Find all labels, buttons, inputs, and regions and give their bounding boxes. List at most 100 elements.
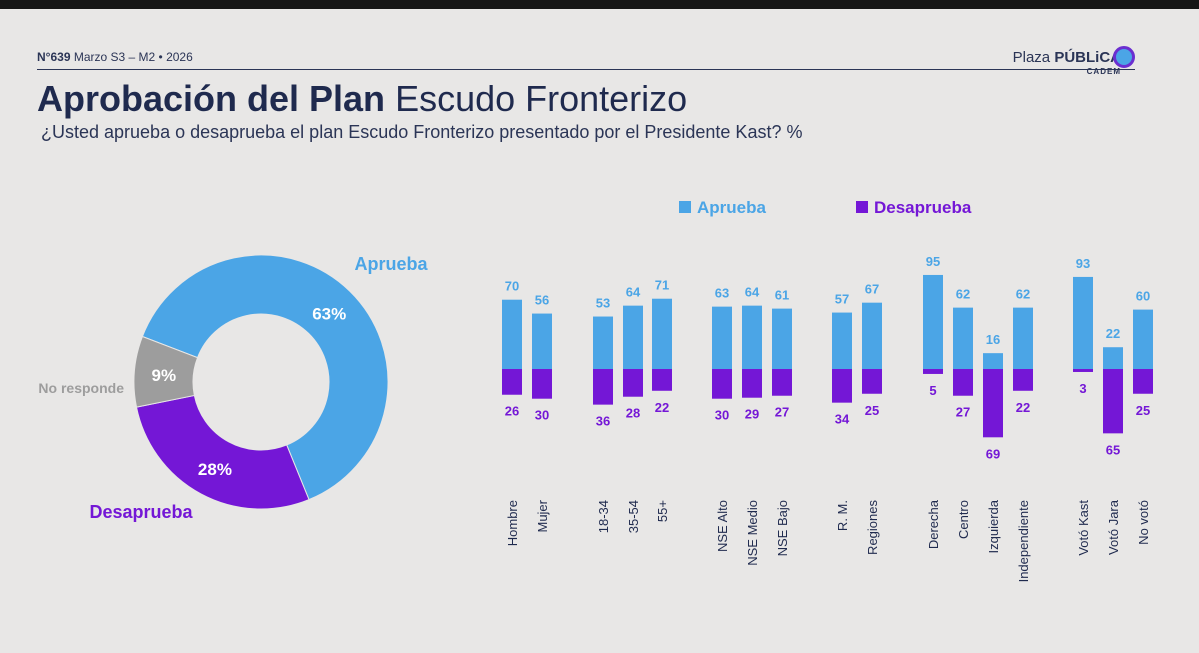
page-title: Aprobación del Plan Escudo Fronterizo: [37, 78, 687, 120]
value-label-desaprueba: 69: [986, 446, 1000, 461]
value-label-aprueba: 60: [1136, 289, 1150, 304]
title-light: Escudo Fronterizo: [395, 78, 688, 119]
value-label-aprueba: 95: [926, 254, 940, 269]
category-label: Derecha: [926, 499, 941, 549]
bar-desaprueba: [953, 369, 973, 396]
legend-label-aprueba: Aprueba: [697, 198, 767, 217]
category-label: Votó Kast: [1076, 500, 1091, 556]
bar-desaprueba: [923, 369, 943, 374]
bar-desaprueba: [742, 369, 762, 398]
category-label: NSE Alto: [715, 500, 730, 552]
value-label-aprueba: 22: [1106, 326, 1120, 341]
bar-aprueba: [1013, 307, 1033, 369]
donut-slice-no-responde: [133, 335, 199, 408]
value-label-desaprueba: 65: [1106, 442, 1120, 457]
page-subtitle: ¿Usted aprueba o desaprueba el plan Escu…: [41, 122, 803, 142]
value-label-desaprueba: 27: [775, 405, 789, 420]
value-label-aprueba: 62: [956, 287, 970, 302]
category-label: NSE Bajo: [775, 500, 790, 556]
bar-desaprueba: [772, 369, 792, 396]
bar-desaprueba: [1073, 369, 1093, 372]
bar-desaprueba: [652, 369, 672, 391]
donut-value-no-responde: 9%: [152, 366, 177, 385]
value-label-desaprueba: 27: [956, 405, 970, 420]
value-label-desaprueba: 22: [655, 400, 669, 415]
bar-desaprueba: [832, 369, 852, 403]
value-label-desaprueba: 25: [1136, 403, 1150, 418]
legend-swatch-aprueba: [679, 201, 691, 213]
bar-desaprueba: [983, 369, 1003, 438]
category-label: Mujer: [535, 499, 550, 532]
donut-label-desaprueba: Desaprueba: [89, 502, 193, 522]
legend-swatch-desaprueba: [856, 201, 868, 213]
value-label-aprueba: 61: [775, 288, 789, 303]
bar-desaprueba: [623, 369, 643, 397]
bar-desaprueba: [593, 369, 613, 405]
category-label: R. M.: [835, 500, 850, 531]
value-label-desaprueba: 29: [745, 407, 759, 422]
brand-logo-icon: [1113, 46, 1135, 68]
report-number: N°639: [37, 50, 71, 64]
value-label-aprueba: 16: [986, 332, 1000, 347]
bar-aprueba: [1103, 347, 1123, 369]
legend-label-desaprueba: Desaprueba: [874, 198, 972, 217]
bar-aprueba: [623, 305, 643, 369]
bar-aprueba: [652, 298, 672, 369]
bar-aprueba: [1133, 309, 1153, 369]
value-label-aprueba: 71: [655, 278, 669, 293]
category-label: Hombre: [505, 500, 520, 546]
bar-aprueba: [532, 313, 552, 369]
donut-label-aprueba: Aprueba: [354, 254, 428, 274]
value-label-desaprueba: 25: [865, 403, 879, 418]
donut-slice-aprueba: [141, 254, 389, 501]
bar-aprueba: [1073, 276, 1093, 369]
bar-aprueba: [593, 316, 613, 369]
donut-label-no-responde: No responde: [38, 380, 124, 396]
bar-aprueba: [502, 299, 522, 369]
value-label-aprueba: 93: [1076, 256, 1090, 271]
value-label-aprueba: 63: [715, 286, 729, 301]
category-label: NSE Medio: [745, 500, 760, 566]
category-label: Independiente: [1016, 500, 1031, 582]
value-label-desaprueba: 22: [1016, 400, 1030, 415]
report-period: Marzo S3 – M2 • 2026: [73, 50, 193, 64]
header-divider: [37, 69, 1135, 70]
value-label-aprueba: 64: [745, 285, 760, 300]
donut-value-desaprueba: 28%: [198, 460, 232, 479]
category-label: Izquierda: [986, 499, 1001, 553]
bar-desaprueba: [862, 369, 882, 394]
bar-aprueba: [862, 302, 882, 369]
value-label-desaprueba: 3: [1079, 381, 1086, 396]
title-bold: Aprobación del Plan: [37, 78, 386, 119]
bar-aprueba: [832, 312, 852, 369]
brand-light: Plaza: [1012, 49, 1051, 66]
bar-desaprueba: [1133, 369, 1153, 394]
category-label: Votó Jara: [1106, 499, 1121, 555]
category-label: No votó: [1136, 500, 1151, 545]
bar-desaprueba: [712, 369, 732, 399]
category-label: Regiones: [865, 500, 880, 555]
brand-logo-text: Plaza PÚBLiCA CADEM: [1012, 49, 1121, 77]
bar-aprueba: [923, 274, 943, 369]
category-label: 18-34: [596, 500, 611, 533]
bar-aprueba: [983, 353, 1003, 369]
value-label-desaprueba: 30: [535, 408, 549, 423]
brand-bold: PÚBLiCA: [1054, 49, 1121, 66]
value-label-aprueba: 70: [505, 279, 519, 294]
value-label-desaprueba: 36: [596, 414, 610, 429]
report-meta: N°639 Marzo S3 – M2 • 2026: [37, 50, 193, 64]
value-label-aprueba: 64: [626, 285, 641, 300]
bar-desaprueba: [1103, 369, 1123, 434]
bar-aprueba: [953, 307, 973, 369]
value-label-desaprueba: 5: [929, 383, 936, 398]
bar-aprueba: [742, 305, 762, 369]
category-label: 55+: [655, 500, 670, 522]
value-label-aprueba: 57: [835, 292, 849, 307]
bar-desaprueba: [502, 369, 522, 395]
value-label-aprueba: 67: [865, 282, 879, 297]
value-label-aprueba: 62: [1016, 287, 1030, 302]
donut-value-aprueba: 63%: [312, 304, 346, 323]
category-label: Centro: [956, 500, 971, 539]
value-label-aprueba: 53: [596, 296, 610, 311]
